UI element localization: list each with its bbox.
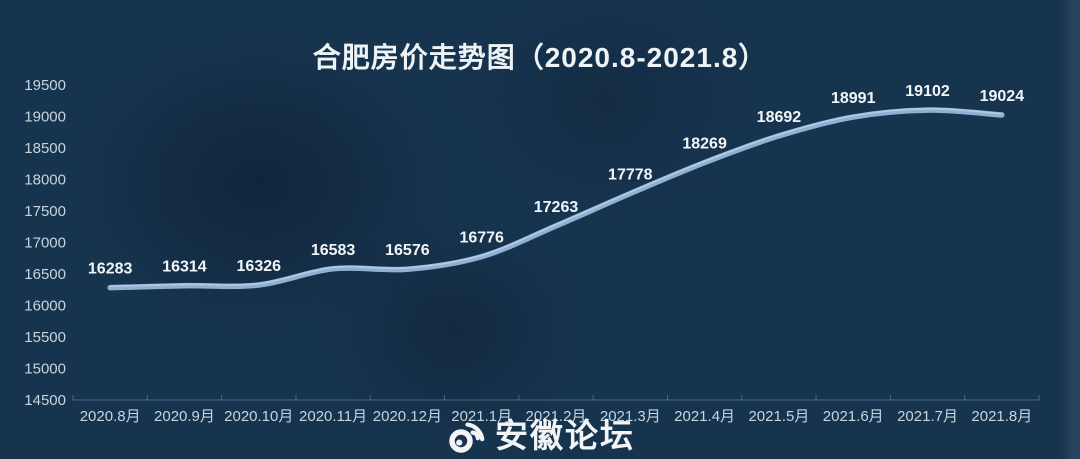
y-axis-label: 17000 [24, 235, 66, 252]
x-axis-label: 2021.5月 [748, 408, 809, 425]
data-point-label: 19102 [905, 83, 950, 100]
watermark-text: 安徽论坛 [495, 416, 635, 454]
x-axis-label: 2021.3月 [600, 408, 661, 425]
data-point-label: 18991 [831, 90, 876, 107]
x-axis-label: 2020.11月 [299, 408, 367, 425]
x-axis-label: 2021.6月 [823, 408, 884, 425]
watermark: 安徽论坛 [445, 415, 635, 455]
y-axis-label: 18500 [24, 140, 66, 157]
data-point-label: 16283 [88, 261, 133, 278]
y-axis-label: 19000 [24, 109, 66, 126]
data-point-label: 16314 [162, 259, 207, 276]
data-point-label: 18692 [757, 109, 802, 126]
chart-title: 合肥房价走势图（2020.8-2021.8） [312, 42, 768, 73]
x-axis-label: 2020.10月 [224, 408, 293, 425]
x-axis-label: 2021.8月 [971, 408, 1032, 425]
data-point-label: 19024 [980, 88, 1025, 105]
data-point-label: 18269 [682, 136, 727, 153]
data-point-label: 16776 [459, 230, 504, 247]
y-axis-label: 15500 [24, 329, 66, 346]
data-point-label: 16326 [237, 258, 282, 275]
x-axis-label: 2020.8月 [80, 408, 141, 425]
x-axis-label: 2021.2月 [526, 408, 587, 425]
y-axis-label: 14500 [24, 392, 66, 409]
data-point-label: 17263 [534, 199, 579, 216]
y-axis-label: 16500 [24, 266, 66, 283]
trend-line-highlight [109, 107, 1003, 288]
x-axis-label: 2021.4月 [674, 408, 735, 425]
data-point-label: 16583 [311, 242, 356, 259]
data-point-label: 17778 [608, 166, 653, 183]
y-axis-label: 19500 [24, 77, 66, 94]
weibo-icon [449, 422, 485, 453]
y-axis-label: 18000 [24, 172, 66, 189]
x-axis-label: 2021.1月 [451, 408, 512, 425]
x-axis-label: 2020.9月 [154, 408, 215, 425]
y-axis-label: 15000 [24, 361, 66, 378]
trend-line [107, 107, 1005, 291]
x-axis-label: 2021.7月 [897, 408, 958, 425]
y-axis-label: 17500 [24, 203, 66, 220]
data-point-label: 16576 [385, 242, 430, 259]
y-axis-label: 16000 [24, 298, 66, 315]
x-axis-label: 2020.12月 [373, 408, 442, 425]
